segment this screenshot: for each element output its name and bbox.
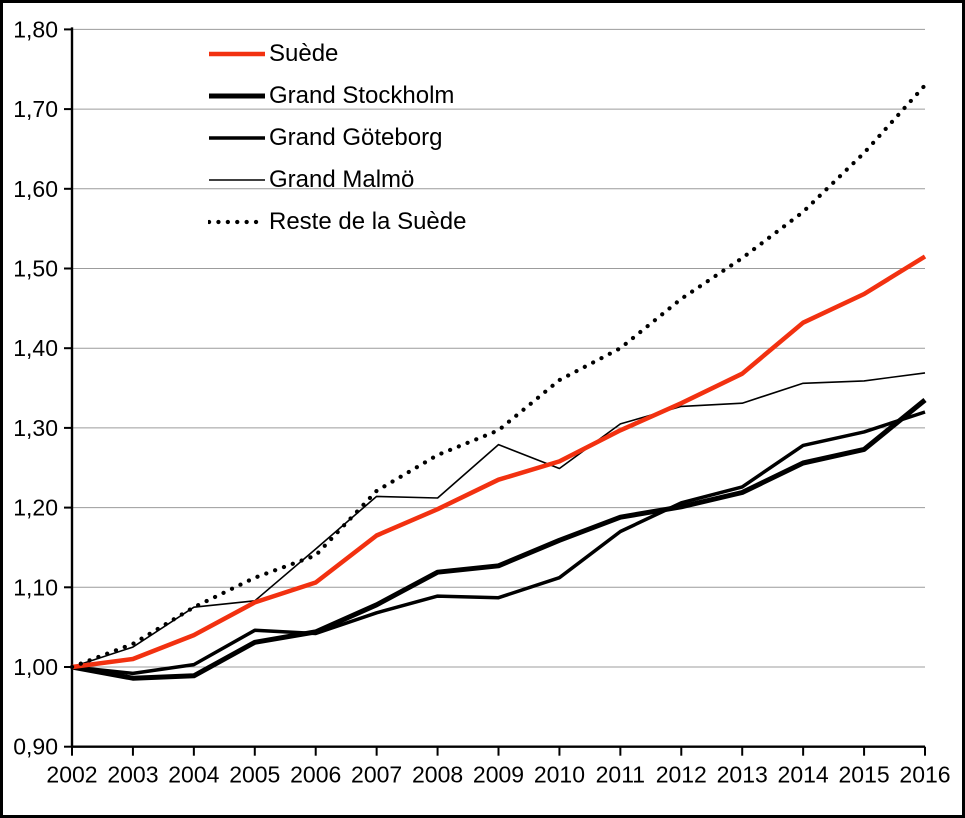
x-tick-label: 2014	[778, 762, 829, 788]
chart-canvas: 0,90 1,00 1,10 1,20 1,30 1,40 1,50 1,60 1,70 1,80…	[13, 16, 950, 788]
y-tick-label: 1,10	[13, 574, 58, 600]
series-line-reste-de-la-su-de	[69, 83, 928, 670]
legend-swatch-line-icon	[209, 136, 265, 140]
series-line-su-de	[71, 254, 927, 670]
legend-swatch-line-icon	[209, 179, 265, 181]
legend-item-reste-de-la-su-de: Reste de la Suède	[208, 201, 466, 243]
legend-swatch-dotted-line-icon	[208, 219, 266, 225]
y-tick-label: 1,30	[13, 415, 58, 441]
y-tick-label: 1,20	[13, 495, 58, 521]
legend-item-grand-stockholm: Grand Stockholm	[208, 75, 466, 117]
legend: Suède Grand Stockholm Grand Göteborg Grand …	[208, 33, 466, 243]
legend-label: Grand Malmö	[269, 166, 415, 193]
x-tick-label: 2015	[838, 762, 889, 788]
x-tick-label: 2012	[656, 762, 707, 788]
y-tick-label: 1,50	[13, 256, 58, 282]
x-tick-label: 2004	[168, 762, 219, 788]
legend-item-su-de: Suède	[208, 33, 466, 75]
legend-item-grand-malm: Grand Malmö	[208, 159, 466, 201]
y-tick-label: 1,00	[13, 654, 58, 680]
series-line-grand-stockholm	[71, 398, 927, 681]
y-tick-label: 1,40	[13, 335, 58, 361]
x-tick-label: 2008	[412, 762, 463, 788]
legend-swatch-line-icon	[209, 51, 265, 57]
x-tick-label: 2003	[107, 762, 158, 788]
x-tick-label: 2016	[899, 762, 950, 788]
x-tick-label: 2002	[46, 762, 97, 788]
x-tick-label: 2010	[534, 762, 585, 788]
legend-item-grand-g-teborg: Grand Göteborg	[208, 117, 466, 159]
legend-label: Reste de la Suède	[269, 208, 467, 235]
x-tick-label: 2013	[717, 762, 768, 788]
x-tick-label: 2009	[473, 762, 524, 788]
legend-label: Suède	[269, 40, 339, 67]
y-tick-label: 0,90	[13, 734, 58, 760]
series-line-grand-g-teborg	[71, 410, 926, 676]
y-tick-label: 1,70	[13, 96, 58, 122]
y-tick-label: 1,60	[13, 176, 58, 202]
legend-swatch-line-icon	[209, 93, 265, 99]
y-tick-label: 1,80	[13, 16, 58, 42]
legend-label: Grand Göteborg	[269, 124, 443, 151]
x-tick-label: 2005	[229, 762, 280, 788]
legend-label: Grand Stockholm	[269, 82, 455, 109]
series-line-grand-malm	[71, 372, 926, 668]
x-tick-label: 2006	[290, 762, 341, 788]
x-tick-label: 2011	[596, 762, 645, 788]
x-tick-label: 2007	[351, 762, 402, 788]
